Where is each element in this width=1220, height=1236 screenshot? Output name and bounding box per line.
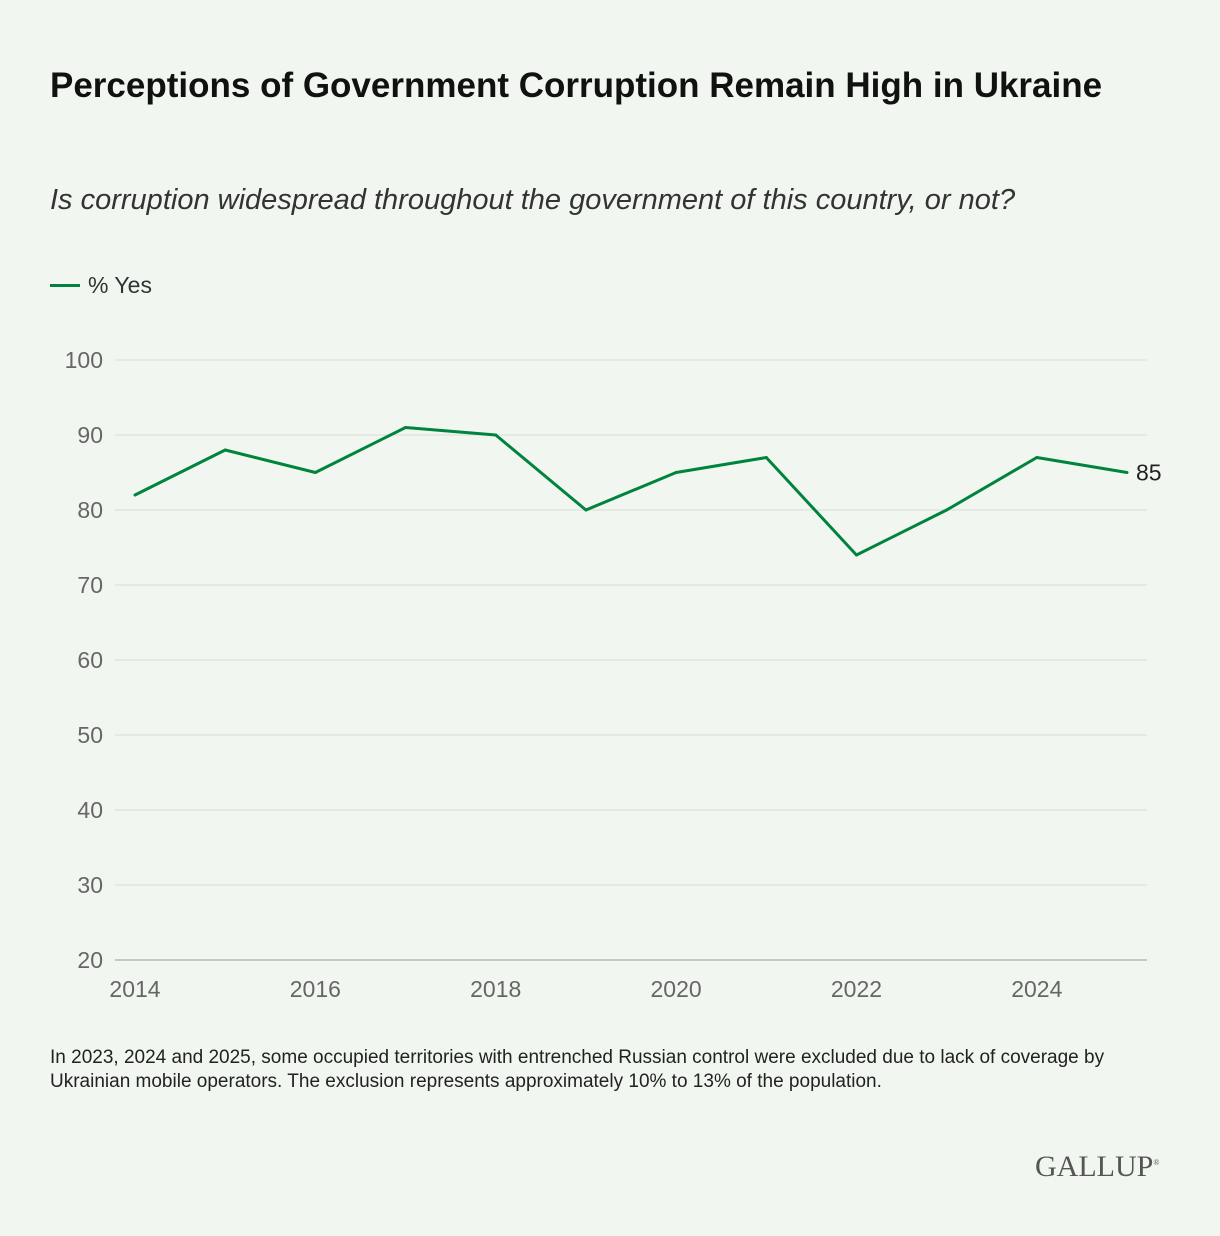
y-tick-label: 60 <box>77 647 103 673</box>
legend-label: % Yes <box>88 272 152 298</box>
data-point <box>404 426 408 429</box>
footnote: In 2023, 2024 and 2025, some occupied te… <box>50 1047 1105 1092</box>
y-tick-label: 80 <box>77 497 103 523</box>
data-point <box>1125 471 1129 474</box>
y-tick-label: 40 <box>77 797 103 823</box>
y-tick-label: 50 <box>77 722 103 748</box>
x-tick-label: 2022 <box>831 976 882 1002</box>
y-tick-label: 30 <box>77 872 103 898</box>
y-tick-label: 20 <box>77 947 103 973</box>
end-data-label: 85 <box>1136 460 1162 486</box>
chart-title: Perceptions of Government Corruption Rem… <box>50 66 1103 105</box>
y-tick-label: 90 <box>77 422 103 448</box>
legend: % Yes <box>50 272 152 299</box>
data-point <box>764 456 768 459</box>
x-tick-label: 2024 <box>1011 976 1062 1002</box>
gallup-logo: GALLUP® <box>1035 1150 1160 1183</box>
data-point <box>945 508 949 512</box>
data-point <box>133 493 137 497</box>
data-point <box>223 448 227 452</box>
series-line-yes <box>134 426 1128 557</box>
data-point <box>313 471 317 474</box>
legend-swatch <box>50 284 80 287</box>
y-tick-label: 70 <box>77 572 103 598</box>
data-point <box>674 471 678 474</box>
logo-text: GALLUP <box>1035 1150 1154 1183</box>
x-tick-label: 2018 <box>470 976 521 1002</box>
chart-subtitle: Is corruption widespread throughout the … <box>50 184 1016 216</box>
data-point <box>854 553 858 557</box>
x-tick-label: 2014 <box>109 976 160 1002</box>
y-tick-label: 100 <box>65 347 103 373</box>
x-tick-label: 2020 <box>651 976 702 1002</box>
x-tick-label: 2016 <box>290 976 341 1002</box>
data-point <box>584 508 588 512</box>
data-point <box>494 433 498 437</box>
data-point <box>1035 456 1039 459</box>
